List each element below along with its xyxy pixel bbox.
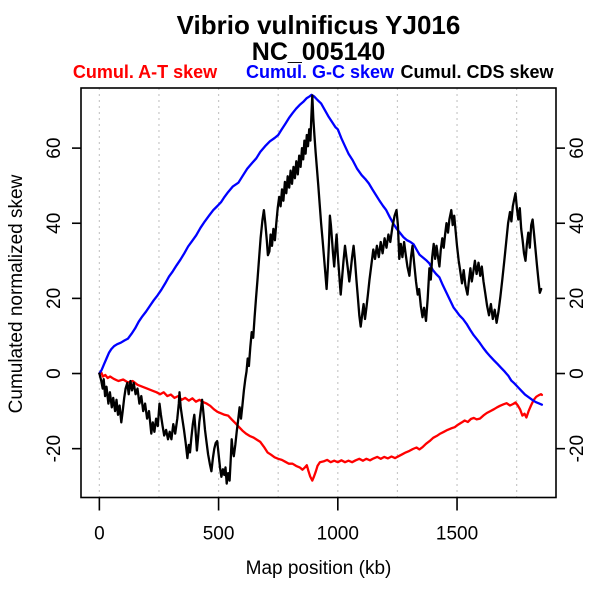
x-tick-label: 1500 bbox=[436, 524, 478, 545]
y-tick-label-right: 40 bbox=[567, 213, 588, 234]
y-tick-label-right: 60 bbox=[567, 138, 588, 159]
legend-item-gc-skew: Cumul. G-C skew bbox=[245, 62, 395, 82]
y-tick-label-left: 60 bbox=[44, 138, 65, 159]
y-tick-label-left: -20 bbox=[44, 435, 65, 462]
x-tick-label: 1000 bbox=[317, 524, 359, 545]
x-axis-title: Map position (kb) bbox=[245, 558, 392, 579]
y-tick-label-right: 20 bbox=[567, 288, 588, 309]
y-tick-label-left: 0 bbox=[44, 368, 65, 379]
series-cds-skew bbox=[98, 94, 543, 485]
y-tick-label-left: 20 bbox=[44, 288, 65, 309]
y-axis-title: Cumulated normalized skew bbox=[6, 174, 27, 414]
series-at-skew bbox=[98, 371, 544, 482]
y-tick-label-right: 0 bbox=[567, 368, 588, 379]
y-tick-label-left: 40 bbox=[44, 213, 65, 234]
series-gc-skew bbox=[98, 93, 544, 406]
legend-item-at-skew: Cumul. A-T skew bbox=[72, 62, 218, 82]
y-tick-label-right: -20 bbox=[567, 435, 588, 462]
plot-box bbox=[80, 87, 557, 499]
x-tick-label: 500 bbox=[203, 524, 235, 545]
x-tick-label: 0 bbox=[94, 524, 105, 545]
chart-title: Vibrio vulnificus YJ016 bbox=[176, 10, 461, 40]
chart-subtitle: NC_005140 bbox=[251, 38, 386, 66]
legend-item-cds-skew: Cumul. CDS skew bbox=[400, 62, 554, 82]
